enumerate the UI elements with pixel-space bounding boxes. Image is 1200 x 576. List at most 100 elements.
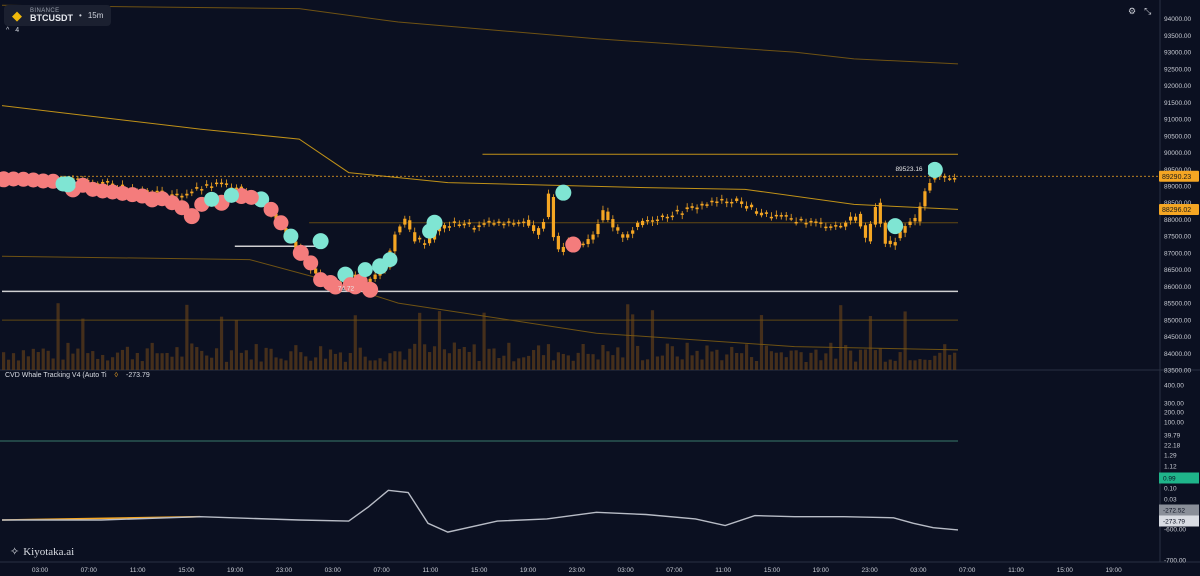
interval-label[interactable]: 15m <box>87 11 104 20</box>
volume-bar <box>348 352 352 370</box>
volume-bar <box>96 358 100 370</box>
volume-bar <box>928 359 932 370</box>
price-tick-label: 90500.00 <box>1164 133 1191 140</box>
candle <box>507 221 511 223</box>
volume-bar <box>611 355 615 370</box>
volume-bar <box>76 348 80 370</box>
high-label-bg <box>890 163 928 174</box>
cvd-tick-label: 200.00 <box>1164 410 1184 417</box>
candle <box>180 195 184 198</box>
time-tick-label: 07:00 <box>959 567 976 574</box>
volume-bar <box>948 354 952 370</box>
time-tick-label: 07:00 <box>373 567 390 574</box>
candle <box>794 221 798 224</box>
volume-bar <box>388 353 392 370</box>
candle <box>408 220 412 230</box>
volume-bar <box>502 355 506 370</box>
volume-bar <box>319 346 323 370</box>
indicator-value: -273.79 <box>126 372 150 379</box>
volume-bar <box>2 352 6 370</box>
candle <box>427 238 432 244</box>
candle <box>715 201 719 203</box>
volume-bar <box>314 357 318 370</box>
volume-bar <box>244 350 248 370</box>
sell-bubble <box>273 215 289 231</box>
buy-bubble <box>382 252 398 268</box>
volume-bar <box>284 360 288 370</box>
volume-bar <box>779 352 783 370</box>
candle <box>913 217 917 222</box>
volume-bar <box>427 352 432 370</box>
price-tick-label: 93500.00 <box>1164 33 1191 40</box>
time-tick-label: 23:00 <box>861 567 878 574</box>
volume-bar <box>150 342 154 370</box>
candle <box>789 218 793 220</box>
candle <box>472 227 476 230</box>
candle <box>745 206 749 209</box>
time-tick-label: 15:00 <box>1057 567 1074 574</box>
volume-bar <box>190 343 194 370</box>
volume-bar <box>591 354 595 370</box>
cvd-tag-bg <box>1159 504 1199 516</box>
candle <box>462 223 466 226</box>
volume-bar <box>809 352 813 370</box>
indicator-swatch-icon: ◊ <box>114 372 119 379</box>
candle <box>804 222 808 225</box>
volume-bar <box>601 344 605 370</box>
time-tick-label: 07:00 <box>666 567 683 574</box>
volume-bar <box>11 353 16 370</box>
volume-bar <box>665 343 669 370</box>
sell-bubble <box>174 200 190 216</box>
candle <box>546 193 551 218</box>
cvd-tick-label: -700.00 <box>1164 558 1186 565</box>
volume-bar <box>224 361 229 370</box>
volume-bar <box>91 351 95 370</box>
volume-bar <box>155 353 159 370</box>
indicator-legend[interactable]: CVD Whale Tracking V4 (Auto Ti ◊ -273.79 <box>5 372 150 379</box>
sell-bubble <box>292 244 309 261</box>
fullscreen-icon[interactable]: ⤡ <box>1144 6 1152 16</box>
volume-bar <box>323 358 328 370</box>
volume-bar <box>710 351 714 370</box>
collapse-caret-icon[interactable]: ^ <box>6 27 10 34</box>
price-tick-label: 86500.00 <box>1164 267 1191 274</box>
candle <box>532 225 536 232</box>
volume-bar <box>185 304 189 370</box>
volume-bar <box>81 318 85 370</box>
volume-bar <box>328 349 333 370</box>
volume-bar <box>368 360 372 370</box>
volume-bar <box>893 360 897 370</box>
volume-bar <box>160 353 164 370</box>
time-tick-label: 11:00 <box>715 567 731 574</box>
price-tick-label: 84000.00 <box>1164 351 1191 358</box>
volume-bar <box>269 348 273 370</box>
cvd-tick-label: 100.00 <box>1164 420 1184 427</box>
volume-bar <box>165 352 169 370</box>
candle <box>680 213 684 215</box>
candle <box>730 201 734 204</box>
candle <box>581 243 585 246</box>
time-tick-label: 11:00 <box>1008 567 1024 574</box>
volume-bar <box>918 359 922 370</box>
buy-bubble <box>422 223 438 239</box>
volume-bar <box>636 345 640 370</box>
volume-bar <box>774 352 778 370</box>
volume-bar <box>115 352 120 370</box>
candle <box>784 215 788 217</box>
volume-bar <box>943 344 947 370</box>
candle <box>754 211 759 214</box>
volume-bar <box>264 347 268 370</box>
volume-bar <box>110 357 115 370</box>
indicator-collapse[interactable]: ^ 4 <box>6 27 19 34</box>
candle <box>373 274 377 280</box>
symbol-badge[interactable]: ◆ BINANCE BTCUSDT • 15m <box>4 5 112 26</box>
candle <box>928 183 932 191</box>
price-tick-label: 86000.00 <box>1164 284 1191 291</box>
volume-bar <box>6 359 11 370</box>
volume-bar <box>799 352 803 370</box>
settings-icon[interactable]: ⚙ <box>1128 6 1137 16</box>
volume-bar <box>645 359 650 370</box>
candle <box>487 220 491 223</box>
volume-bar <box>135 352 139 370</box>
